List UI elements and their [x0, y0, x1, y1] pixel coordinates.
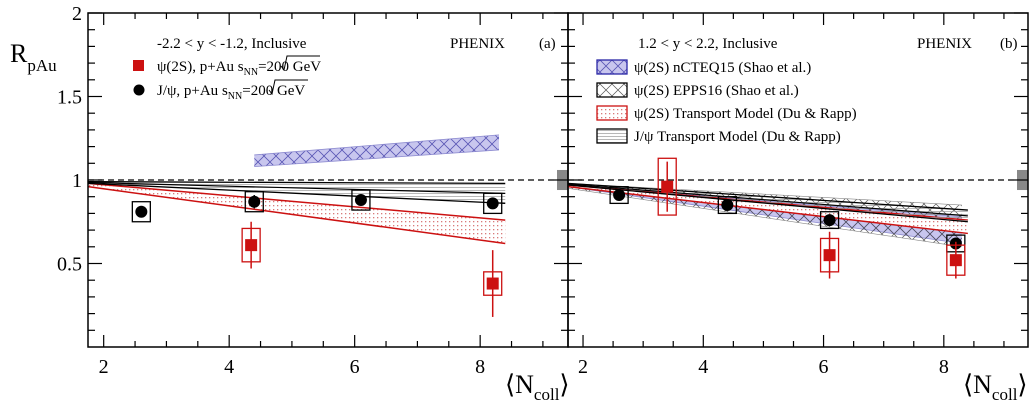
- jpsi-marker: [354, 194, 367, 207]
- band-upper-edge: [87, 181, 506, 184]
- band-lower-edge: [254, 149, 500, 168]
- x-tick-label: 8: [475, 356, 485, 378]
- selection-label-b: 1.2 < y < 2.2, Inclusive: [638, 36, 778, 52]
- legend-marker-psi2s: [133, 60, 144, 71]
- psi2s-marker: [245, 239, 258, 252]
- psi2s-marker: [949, 254, 962, 267]
- syst-box: [609, 186, 629, 205]
- panel-a: 2 4 6 80.511.52 -2.2 < y < -1.2, Inclusive …: [57, 3, 569, 378]
- panel-label-b: (b): [1000, 36, 1018, 52]
- x-tick-label: 2: [99, 356, 109, 378]
- jpsi-marker: [248, 195, 261, 208]
- selection-label-a: -2.2 < y < -1.2, Inclusive: [157, 36, 307, 52]
- legend-swatch-jpsi-transport: [596, 128, 628, 144]
- experiment-label-a: PHENIX: [450, 36, 505, 52]
- syst-box: [483, 192, 503, 215]
- legend-swatch-epps16: [596, 82, 628, 98]
- legend-marker-jpsi: [133, 84, 145, 96]
- band-upper-edge: [567, 182, 968, 211]
- legend-psi2s-transport-label: ψ(2S) Transport Model (Du & Rapp): [634, 106, 857, 122]
- jpsi-marker: [823, 214, 836, 227]
- legend-ncteq15-label: ψ(2S) nCTEQ15 (Shao et al.): [634, 60, 811, 76]
- x-axis-title-b: ⟨Ncoll⟩: [963, 370, 1028, 404]
- y-tick-label: 0.5: [57, 254, 82, 276]
- panel-b: 2 4 6 8 1.2 < y < 2.2, Inclusive PHENIX (b)…: [567, 12, 1029, 378]
- psi2s-point: [483, 250, 503, 317]
- syst-box: [351, 189, 371, 211]
- jpsi-point: [819, 211, 840, 230]
- syst-box: [131, 201, 151, 223]
- jpsi-point: [244, 191, 264, 213]
- panel-label-a: (a): [539, 36, 556, 52]
- y-axis-title: RpAu: [10, 39, 57, 75]
- band-upper-edge: [567, 183, 962, 206]
- panel-b-frame: [567, 12, 1029, 348]
- psi2s-marker: [823, 249, 836, 262]
- psi2s-marker: [486, 277, 499, 290]
- x-tick-label: 2: [578, 356, 588, 378]
- legend-psi2s-label: ψ(2S), p+Au sNN=200 GeV: [157, 59, 321, 78]
- psi2s-point: [241, 221, 261, 269]
- band-2s-epps16-shao-et-al: [568, 183, 962, 247]
- legend-jpsi-transport-label: J/ψ Transport Model (Du & Rapp): [634, 129, 841, 145]
- band-lower-edge: [567, 188, 962, 248]
- jpsi-point: [131, 201, 151, 223]
- legend-swatch-psi2s-transport: [596, 105, 628, 121]
- x-tick-label: 4: [224, 356, 234, 378]
- jpsi-point: [609, 186, 629, 205]
- syst-box: [657, 157, 677, 216]
- band-lower-edge: [87, 182, 506, 205]
- psi2s-point: [657, 157, 677, 216]
- jpsi-marker: [721, 199, 734, 212]
- jpsi-marker: [613, 189, 626, 202]
- psi2s-point: [946, 241, 966, 279]
- band-lower-edge: [567, 184, 968, 223]
- sqrt-sign-jpsi: [268, 79, 308, 96]
- y-tick-label: 1: [72, 170, 82, 192]
- jpsi-marker: [486, 197, 499, 210]
- x-axis-title-a: ⟨Ncoll⟩: [505, 370, 570, 404]
- band-2s-transport-model-du-rapp: [88, 183, 506, 244]
- experiment-label-b: PHENIX: [917, 36, 972, 52]
- band-lower-edge: [567, 185, 968, 235]
- x-tick-label: 6: [350, 356, 360, 378]
- band-upper-edge: [254, 134, 500, 156]
- jpsi-point: [351, 189, 371, 211]
- syst-box: [244, 191, 264, 213]
- legend-swatch-ncteq15: [596, 59, 628, 75]
- x-tick-label: 6: [819, 356, 829, 378]
- band-central-line: [567, 183, 968, 217]
- psi2s-point: [819, 231, 840, 279]
- psi2s-marker: [661, 180, 674, 193]
- band-central-line: [87, 181, 506, 194]
- x-tick-label: 4: [698, 356, 708, 378]
- band-lower-edge: [87, 185, 506, 245]
- syst-box: [717, 196, 737, 215]
- y-tick-label: 1.5: [57, 87, 82, 109]
- jpsi-point: [483, 192, 503, 215]
- legend-jpsi-label: J/ψ, p+Au sNN=200 GeV: [157, 83, 305, 102]
- band-2s-ncteq15-shao-et-al: [254, 134, 499, 167]
- syst-box: [819, 211, 840, 230]
- band-upper-edge: [87, 182, 506, 221]
- y-tick-label: 2: [72, 3, 82, 25]
- jpsi-marker: [135, 205, 148, 218]
- legend-epps16-label: ψ(2S) EPPS16 (Shao et al.): [634, 83, 799, 99]
- sqrt-sign-psi2s: [280, 55, 320, 72]
- x-tick-label: 8: [939, 356, 949, 378]
- jpsi-point: [717, 196, 737, 215]
